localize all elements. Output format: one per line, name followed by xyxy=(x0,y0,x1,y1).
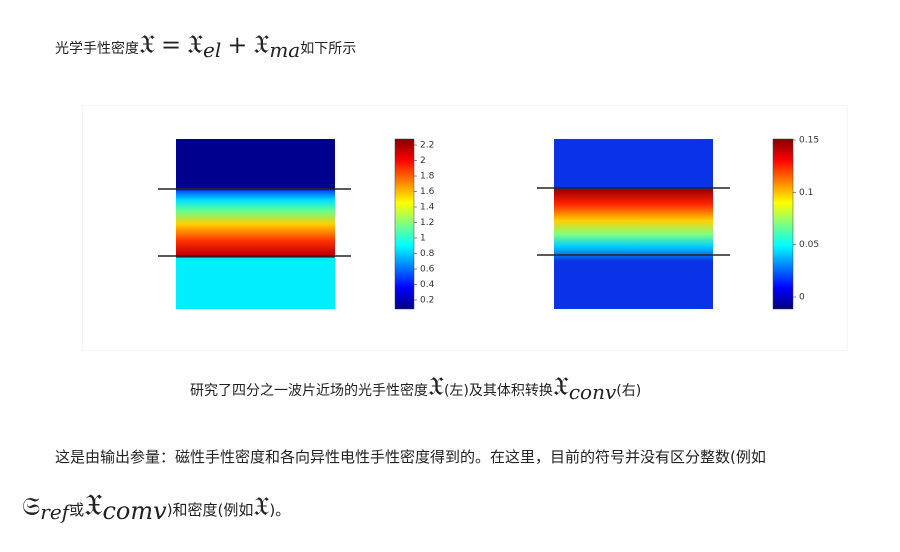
colorbar-right xyxy=(772,138,794,310)
math-op: = xyxy=(160,31,182,59)
colorbar-tick-label: 0.15 xyxy=(799,136,819,146)
text: )。 xyxy=(269,501,291,519)
math-subscript: ma xyxy=(269,38,301,62)
math-symbol: 𝔛 xyxy=(84,488,103,523)
math-symbol: 𝔛 xyxy=(253,30,270,60)
intro-line: 光学手性密度𝔛 = 𝔛el + 𝔛ma如下所示 xyxy=(55,30,356,62)
text: )和密度(例如 xyxy=(166,501,254,519)
colorbar-tick-label: 0 xyxy=(799,293,805,303)
colorbar-tick-label: 0.4 xyxy=(420,280,435,290)
colorbar-tick-label: 0.6 xyxy=(420,265,435,275)
paragraph-line: 𝔖ref或𝔛comv)和密度(例如𝔛)。 xyxy=(22,488,290,525)
heatmap-right xyxy=(554,139,713,309)
colorbar-left xyxy=(394,138,415,310)
colorbar-tick-label: 1.8 xyxy=(420,172,435,182)
math-subscript: ref xyxy=(40,500,70,524)
colorbar-tick-label: 0.2 xyxy=(420,296,434,306)
text: (左)及其体积转换 xyxy=(443,383,553,399)
text: (右) xyxy=(616,383,642,399)
text: 如下所示 xyxy=(300,41,357,57)
text: 研究了四分之一波片近场的光手性密度 xyxy=(190,383,428,399)
colorbar-tick-label: 1.2 xyxy=(420,218,434,228)
colorbar-tick-label: 0.8 xyxy=(420,249,435,259)
colorbar-tick-label: 2.2 xyxy=(420,141,434,151)
colorbar-tick-label: 1 xyxy=(420,234,426,244)
math-subscript: el xyxy=(203,38,222,62)
colorbar-tick-label: 0.1 xyxy=(799,188,813,198)
text: 光学手性密度 xyxy=(55,41,139,57)
math-symbol: 𝔛 xyxy=(552,372,569,402)
colorbar-tick-label: 1.6 xyxy=(420,187,435,197)
math-op: + xyxy=(227,31,248,59)
math-symbol: 𝔖 xyxy=(22,492,41,522)
colorbar-tick-label: 2 xyxy=(420,156,426,166)
math-symbol: 𝔛 xyxy=(428,372,444,402)
caption: 研究了四分之一波片近场的光手性密度𝔛(左)及其体积转换𝔛conv(右) xyxy=(190,372,641,404)
figure: 2.2 2 1.8 1.6 1.4 1.2 1 0.8 0.6 0.4 0.2 0.15 0.1 0.05… xyxy=(82,105,848,351)
text: 或 xyxy=(69,501,85,519)
math-symbol: 𝔛 xyxy=(253,492,270,522)
colorbar-tick-label: 1.4 xyxy=(420,203,435,213)
math-subscript: comv xyxy=(102,497,167,525)
math-symbol: 𝔛 xyxy=(139,30,155,60)
colorbar-tick-label: 0.05 xyxy=(799,240,819,250)
math-subscript: conv xyxy=(568,380,617,404)
heatmap-left xyxy=(176,139,335,309)
paragraph-line: 这是由输出参量：磁性手性密度和各向异性电性手性密度得到的。在这里，目前的符号并没… xyxy=(55,448,766,466)
math-symbol: 𝔛 xyxy=(187,30,204,60)
